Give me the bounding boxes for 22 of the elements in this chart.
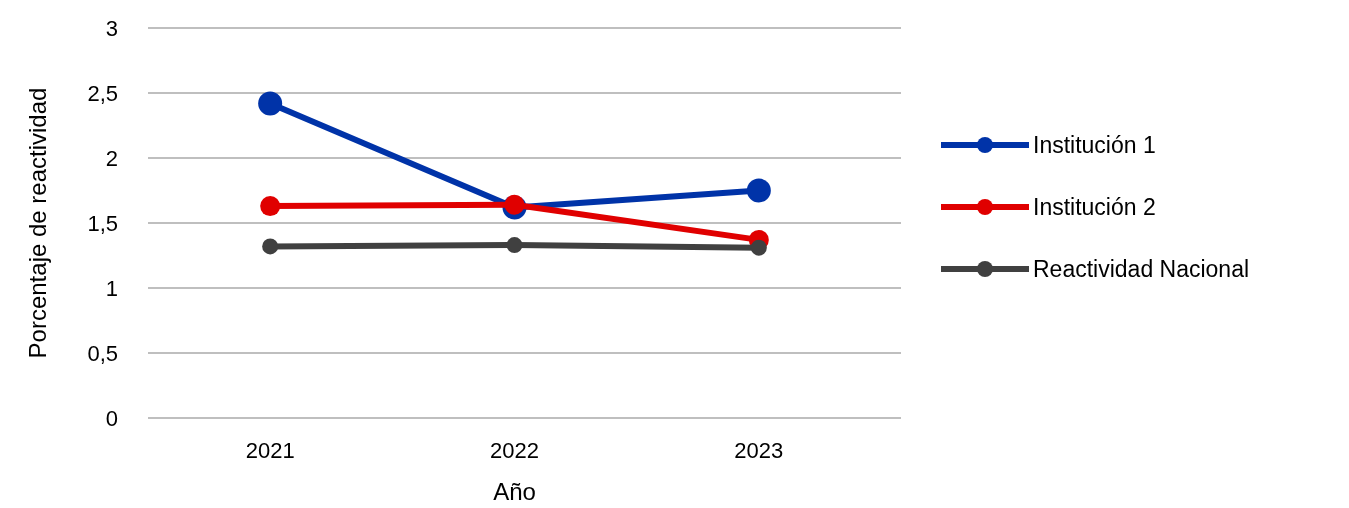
y-tick-label: 0,5 [87, 340, 118, 366]
point [504, 194, 525, 215]
y-tick-label: 1,5 [87, 210, 118, 236]
x-tick-label: 2021 [245, 438, 295, 463]
y-tick-label: 3 [105, 15, 118, 41]
x-axis-title: Año [493, 478, 536, 505]
y-axis-title: Porcentaje de reactividad [24, 87, 51, 359]
point [506, 237, 523, 254]
legend-label: Institución 2 [1033, 194, 1156, 221]
y-tick-label: 2 [105, 145, 118, 171]
legend-label: Reactividad Nacional [1033, 256, 1250, 283]
point [258, 91, 283, 116]
point [750, 239, 767, 256]
y-tick-label: 0 [105, 405, 118, 431]
legend-label: Institución 1 [1033, 132, 1156, 159]
y-tick-label: 2,5 [87, 80, 118, 106]
point [262, 238, 279, 255]
x-tick-label: 2022 [490, 438, 539, 463]
y-tick-label: 1 [105, 275, 118, 301]
x-tick-label: 2023 [734, 438, 784, 463]
point [746, 178, 771, 203]
point [260, 196, 281, 217]
